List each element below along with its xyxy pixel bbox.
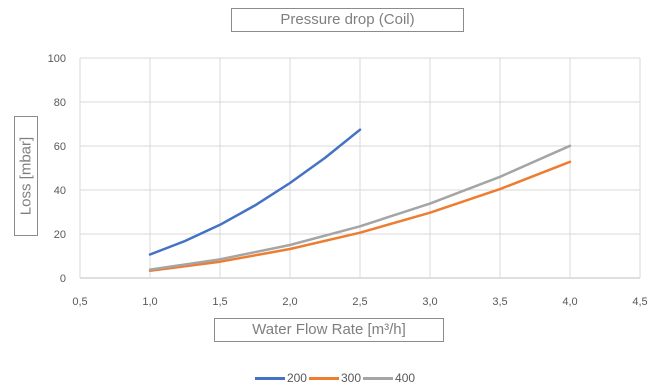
legend-item-400: 400 (363, 371, 415, 385)
series-lines (148, 128, 572, 272)
legend-label: 400 (395, 371, 416, 385)
legend-swatch (308, 376, 339, 380)
y-tick-label: 100 (48, 53, 66, 65)
series-line-300 (148, 160, 572, 272)
y-axis-label-box: Loss [mbar] (14, 116, 38, 236)
legend-item-300: 300 (308, 371, 362, 385)
legend-swatch (363, 376, 394, 380)
x-axis-ticks: 0,5 1,0 1,5 2,0 2,5 3,0 3,5 4,0 4,5 (72, 296, 647, 308)
y-axis-ticks: 0 20 40 60 80 100 (48, 53, 66, 285)
x-tick-label: 1,5 (212, 296, 227, 308)
x-axis-label: Water Flow Rate [m³/h] (214, 318, 444, 342)
legend-label: 300 (340, 371, 362, 385)
y-tick-label: 0 (60, 273, 66, 285)
legend-label: 200 (286, 371, 307, 385)
series-line-400 (148, 144, 572, 271)
gridlines (79, 57, 641, 279)
y-tick-label: 80 (54, 97, 66, 109)
legend-item-200: 200 (254, 371, 307, 385)
series-line-200 (148, 128, 362, 256)
x-tick-label: 0,5 (72, 296, 87, 308)
x-tick-label: 4,0 (562, 296, 577, 308)
x-tick-label: 4,5 (632, 296, 647, 308)
legend-swatch (254, 376, 285, 380)
x-tick-label: 1,0 (142, 296, 157, 308)
legend: 200 300 400 (0, 371, 670, 385)
y-tick-label: 40 (54, 185, 66, 197)
x-tick-label: 2,5 (352, 296, 367, 308)
y-tick-label: 60 (54, 141, 66, 153)
chart-title: Pressure drop (Coil) (231, 8, 464, 32)
y-tick-label: 20 (54, 229, 66, 241)
x-tick-label: 3,5 (492, 296, 507, 308)
x-tick-label: 3,0 (422, 296, 437, 308)
y-axis-label: Loss [mbar] (17, 136, 35, 216)
x-tick-label: 2,0 (282, 296, 297, 308)
